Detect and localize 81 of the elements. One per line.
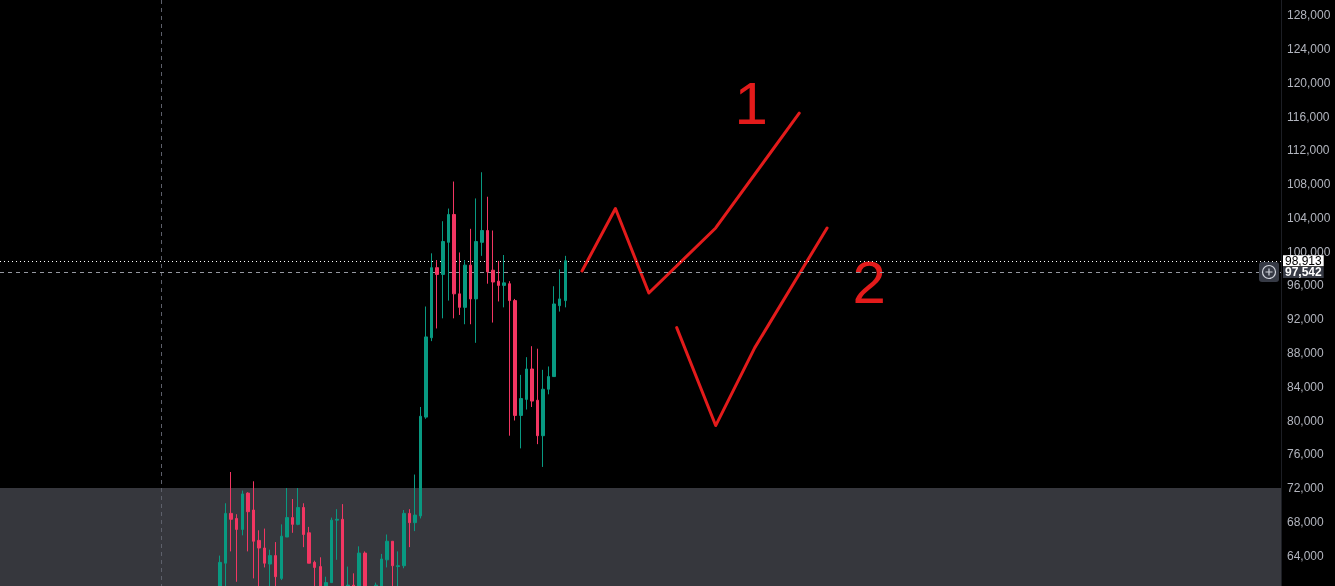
candlestick [502, 254, 506, 308]
candlestick [246, 491, 250, 552]
candlestick [302, 502, 305, 548]
y-tick-label: 64,000 [1287, 548, 1325, 563]
y-tick-label: 108,000 [1287, 177, 1331, 192]
candlestick [313, 560, 316, 586]
y-tick-label: 112,000 [1287, 143, 1330, 158]
ref-line-label: 97,542 [1285, 265, 1323, 280]
candlestick [552, 285, 556, 378]
y-tick-label: 96,000 [1287, 278, 1325, 293]
candlestick [280, 523, 283, 581]
series-label: 1 [734, 69, 768, 137]
candlestick [508, 280, 511, 437]
line-series [675, 226, 829, 428]
y-tick-label: 84,000 [1287, 379, 1325, 394]
y-tick-label: 124,000 [1287, 41, 1331, 56]
candlestick [330, 517, 333, 584]
candlestick [357, 545, 361, 586]
y-tick-label: 116,000 [1287, 109, 1330, 124]
candlestick [519, 374, 523, 449]
candlestick [229, 471, 233, 552]
candlestick [385, 533, 389, 568]
candlestick [341, 503, 344, 586]
candlestick [324, 576, 328, 586]
candlestick [564, 255, 567, 308]
candlestick [430, 252, 433, 342]
y-tick-label: 128,000 [1287, 8, 1331, 23]
candlestick [274, 541, 277, 586]
y-tick-label: 120,000 [1287, 75, 1331, 90]
candlestick [218, 555, 222, 586]
candlestick [268, 549, 272, 586]
candlestick [263, 528, 266, 568]
candlestick [257, 529, 261, 586]
candlestick [252, 480, 255, 579]
candlestick [447, 208, 450, 302]
y-tick-label: 76,000 [1287, 447, 1325, 462]
candlestick [469, 228, 472, 325]
y-tick-label: 80,000 [1287, 413, 1325, 428]
candlestick [352, 572, 355, 586]
candlestick [452, 181, 456, 319]
candlestick [413, 474, 417, 532]
candlestick [419, 406, 422, 519]
candlestick [435, 259, 439, 329]
candlestick [285, 487, 289, 538]
candlestick [441, 220, 445, 319]
candlestick [525, 356, 528, 411]
candlestick [241, 490, 244, 536]
candlestick [346, 566, 350, 586]
candlestick [491, 230, 495, 324]
candlestick [235, 513, 238, 583]
candlestick [363, 550, 367, 586]
y-tick-label: 92,000 [1287, 312, 1325, 327]
candlestick [458, 251, 461, 316]
candlestick [335, 508, 339, 561]
candlestick [296, 487, 300, 526]
candlestick [558, 268, 561, 313]
candlestick [319, 556, 322, 586]
candlestick [474, 197, 478, 344]
y-tick-label: 104,000 [1287, 210, 1331, 225]
candlestick [291, 498, 294, 534]
candlestick [224, 502, 227, 586]
candlestick [497, 260, 500, 302]
candlestick [541, 369, 545, 468]
series-label: 2 [852, 249, 886, 317]
candlestick [408, 508, 411, 548]
candlestick [513, 298, 517, 421]
candlestick [396, 550, 400, 586]
candlestick [547, 365, 550, 395]
candlestick [530, 345, 534, 408]
y-tick-label: 68,000 [1287, 514, 1325, 529]
candlestick [424, 306, 428, 420]
candlestick [402, 509, 406, 569]
candlestick [307, 526, 311, 564]
y-tick-label: 88,000 [1287, 345, 1325, 360]
y-tick-label: 72,000 [1287, 481, 1325, 496]
candlestick [391, 540, 394, 586]
candlestick [480, 171, 484, 257]
candlestick [463, 259, 467, 325]
candlestick [380, 553, 383, 586]
candlestick [486, 196, 489, 285]
candlestick [536, 348, 539, 445]
